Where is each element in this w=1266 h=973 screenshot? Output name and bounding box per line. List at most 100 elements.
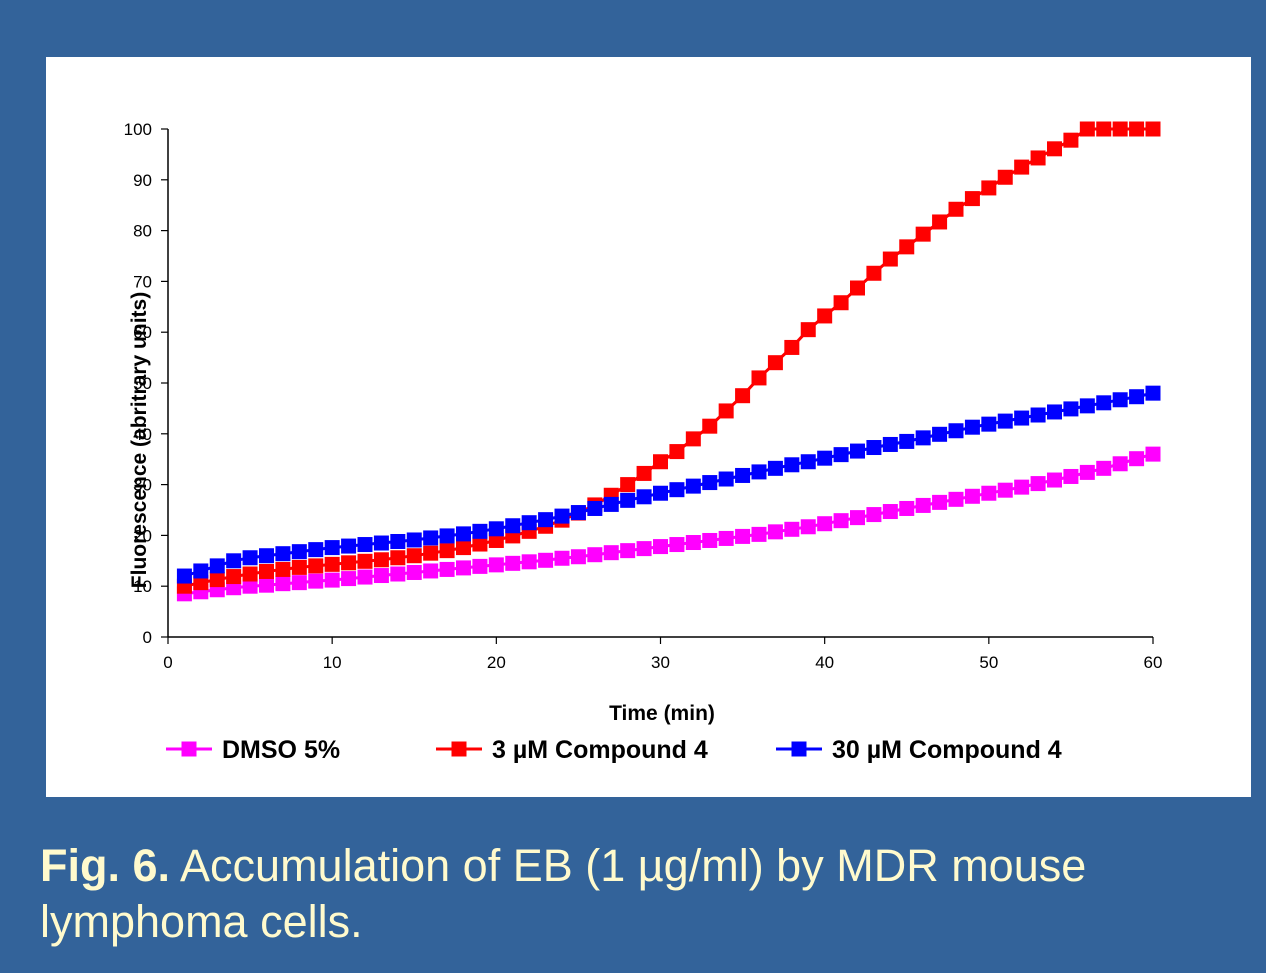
data-point <box>1063 401 1079 417</box>
x-tick-label: 10 <box>323 653 342 672</box>
x-tick-label: 20 <box>487 653 506 672</box>
data-point <box>653 485 668 501</box>
data-point <box>308 558 324 574</box>
data-point <box>341 571 357 587</box>
data-point <box>423 545 439 561</box>
data-point <box>899 433 915 449</box>
data-point <box>620 543 636 559</box>
data-point <box>932 494 948 510</box>
data-point <box>341 538 357 554</box>
data-point <box>915 226 931 242</box>
data-point <box>718 530 734 546</box>
data-point <box>981 180 997 196</box>
data-point <box>948 423 964 439</box>
y-tick-label: 90 <box>133 171 152 190</box>
data-point <box>373 552 389 568</box>
data-point <box>1014 479 1030 495</box>
data-point <box>751 370 767 386</box>
axes: 0 10 20 30 40 50 60 70 80 90 100 0 10 20 30 40 50 60 <box>124 120 1163 672</box>
data-point <box>866 440 882 456</box>
data-point <box>1079 121 1095 137</box>
data-point <box>439 543 455 559</box>
data-point <box>800 322 816 338</box>
data-point <box>1047 472 1062 488</box>
y-tick-label: 20 <box>133 526 152 545</box>
data-point <box>1129 389 1145 405</box>
data-point <box>669 444 685 460</box>
data-point <box>636 465 652 481</box>
data-point <box>833 295 849 311</box>
data-point <box>554 550 570 566</box>
chart-panel: 0 10 20 30 40 50 60 70 80 90 100 0 10 20 30 40 50 60 Fluo… <box>46 57 1251 797</box>
y-tick-label: 100 <box>124 120 152 139</box>
data-point <box>291 559 307 575</box>
data-point <box>1030 476 1046 492</box>
data-point <box>767 460 783 476</box>
data-point <box>850 280 865 296</box>
data-point <box>915 497 931 513</box>
data-point <box>767 524 783 540</box>
x-tick-label: 60 <box>1144 653 1163 672</box>
data-point <box>1112 121 1128 137</box>
data-point <box>259 563 274 579</box>
y-tick-label: 50 <box>133 374 152 393</box>
data-point <box>964 419 980 435</box>
data-point <box>932 426 948 442</box>
y-tick-label: 10 <box>133 577 152 596</box>
data-point <box>882 436 898 452</box>
line-chart: 0 10 20 30 40 50 60 70 80 90 100 0 10 20 30 40 50 60 Fluo… <box>124 120 1163 764</box>
data-point <box>1063 132 1079 148</box>
data-point <box>948 201 964 217</box>
data-point <box>538 512 554 528</box>
data-point <box>1145 121 1161 137</box>
data-point <box>308 542 324 558</box>
data-point <box>948 491 964 507</box>
data-point <box>997 169 1013 185</box>
data-point <box>981 416 997 432</box>
data-point <box>308 573 324 589</box>
data-point <box>833 513 849 529</box>
data-point <box>751 464 767 480</box>
data-point <box>784 457 800 473</box>
data-point <box>423 530 439 546</box>
data-point <box>406 548 422 564</box>
data-point <box>735 528 751 544</box>
data-point <box>1096 460 1112 476</box>
data-point <box>899 500 915 516</box>
data-point <box>1079 464 1095 480</box>
y-tick-label: 80 <box>133 222 152 241</box>
data-point <box>357 537 373 553</box>
data-point <box>521 554 537 570</box>
data-point <box>735 467 751 483</box>
data-point <box>587 500 603 516</box>
series-layer <box>176 121 1161 602</box>
data-point <box>406 564 422 580</box>
data-point <box>636 489 652 505</box>
data-point <box>669 482 685 498</box>
data-point <box>735 388 751 404</box>
data-point <box>259 577 274 593</box>
data-point <box>406 532 422 548</box>
data-point <box>1079 398 1095 414</box>
data-point <box>702 418 718 434</box>
data-point <box>456 540 471 556</box>
data-point <box>324 572 340 588</box>
data-point <box>1112 392 1128 408</box>
legend-swatch-marker <box>451 741 467 757</box>
data-point <box>718 471 734 487</box>
data-point <box>669 537 685 553</box>
data-point <box>817 516 833 532</box>
data-point <box>259 548 274 564</box>
data-point <box>800 519 816 535</box>
x-axis-title: Time (min) <box>609 702 715 725</box>
data-point <box>390 533 406 549</box>
data-point <box>997 482 1013 498</box>
data-point <box>603 545 619 561</box>
data-point <box>1145 385 1161 401</box>
data-point <box>1030 407 1046 423</box>
data-point <box>242 550 258 566</box>
data-point <box>702 475 718 491</box>
series-1 <box>176 446 1161 602</box>
legend-swatch-marker <box>181 741 197 757</box>
data-point <box>817 450 833 466</box>
